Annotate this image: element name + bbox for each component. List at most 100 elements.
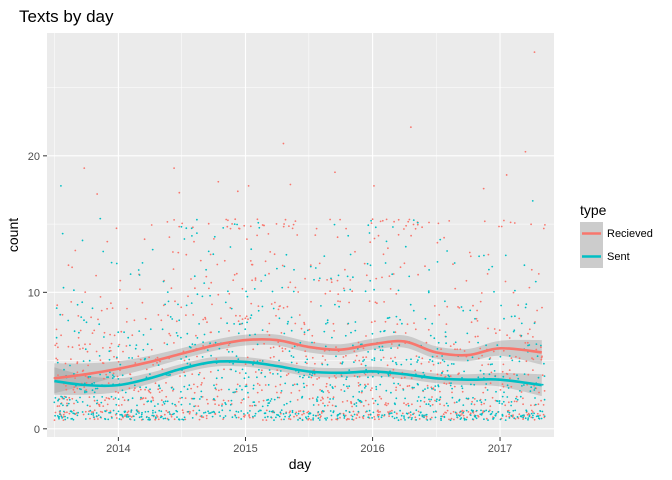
data-point (272, 307, 275, 310)
data-point (100, 309, 103, 312)
data-point (70, 301, 73, 303)
data-point (253, 404, 256, 407)
data-point (302, 376, 304, 379)
data-point (258, 368, 260, 371)
data-point (458, 398, 461, 401)
data-point (323, 255, 326, 257)
data-point (95, 402, 98, 405)
data-point (89, 343, 91, 345)
data-point (261, 369, 263, 372)
data-point (145, 368, 148, 371)
data-point (358, 416, 361, 419)
data-point (207, 410, 210, 413)
data-point (523, 264, 526, 267)
data-point (418, 356, 420, 358)
data-point (364, 399, 367, 402)
data-point (528, 344, 531, 346)
data-point (231, 416, 234, 419)
data-point (56, 415, 59, 417)
data-point (376, 302, 378, 305)
data-point (251, 263, 254, 266)
data-point (348, 385, 351, 388)
data-point (307, 418, 309, 421)
data-point (203, 412, 205, 414)
data-point (170, 386, 173, 389)
data-point (503, 317, 505, 320)
data-point (164, 417, 167, 420)
data-point (91, 307, 94, 310)
data-point (533, 412, 535, 415)
data-point (373, 418, 376, 421)
data-point (282, 225, 285, 228)
data-point (449, 412, 452, 415)
data-point (140, 396, 142, 399)
data-point (367, 416, 370, 419)
data-point (337, 293, 340, 295)
data-point (148, 416, 150, 419)
data-point (473, 398, 476, 400)
data-point (144, 397, 147, 400)
data-point (499, 389, 502, 391)
data-point (95, 274, 97, 277)
data-point (522, 418, 524, 420)
data-point (498, 400, 501, 402)
data-point (82, 360, 85, 362)
data-point (109, 371, 111, 374)
data-point (298, 410, 300, 413)
data-point (537, 415, 540, 418)
data-point (93, 391, 96, 394)
data-point (330, 281, 333, 284)
data-point (352, 276, 354, 279)
data-point (244, 363, 247, 366)
data-point (190, 397, 193, 400)
data-point (541, 355, 543, 358)
data-point (262, 224, 265, 227)
data-point (60, 334, 62, 337)
data-point (276, 396, 279, 399)
data-point (443, 236, 445, 239)
data-point (183, 359, 186, 362)
data-point (405, 358, 408, 361)
data-point (496, 400, 499, 403)
data-point (353, 413, 356, 416)
data-point (92, 414, 95, 416)
data-point (206, 321, 208, 324)
data-point (79, 329, 82, 332)
data-point (484, 386, 487, 389)
data-point (188, 358, 191, 361)
data-point (470, 409, 473, 412)
data-point (189, 403, 191, 405)
data-point (389, 373, 392, 376)
data-point (492, 350, 495, 353)
data-point (310, 300, 312, 303)
data-point (460, 385, 463, 387)
data-point (406, 323, 409, 326)
data-point (172, 389, 174, 392)
data-point (462, 404, 465, 406)
data-point (428, 361, 430, 363)
data-point (162, 304, 165, 307)
data-point (434, 410, 437, 413)
data-point (135, 344, 138, 346)
data-point (227, 344, 230, 346)
data-point (342, 412, 345, 415)
data-point (363, 359, 366, 361)
data-point (127, 336, 130, 339)
data-point (67, 345, 70, 348)
data-point (449, 345, 452, 347)
data-point (477, 335, 479, 338)
data-point (528, 328, 531, 331)
data-point (77, 315, 80, 317)
data-point (241, 318, 244, 320)
data-point (139, 386, 142, 389)
data-point (162, 401, 165, 403)
data-point (54, 397, 57, 399)
data-point (479, 347, 482, 350)
data-point (284, 348, 287, 350)
data-point (305, 355, 307, 358)
data-point (196, 337, 199, 339)
data-point (304, 350, 307, 353)
data-point (181, 396, 183, 399)
data-point (465, 409, 468, 412)
data-point (504, 419, 507, 421)
